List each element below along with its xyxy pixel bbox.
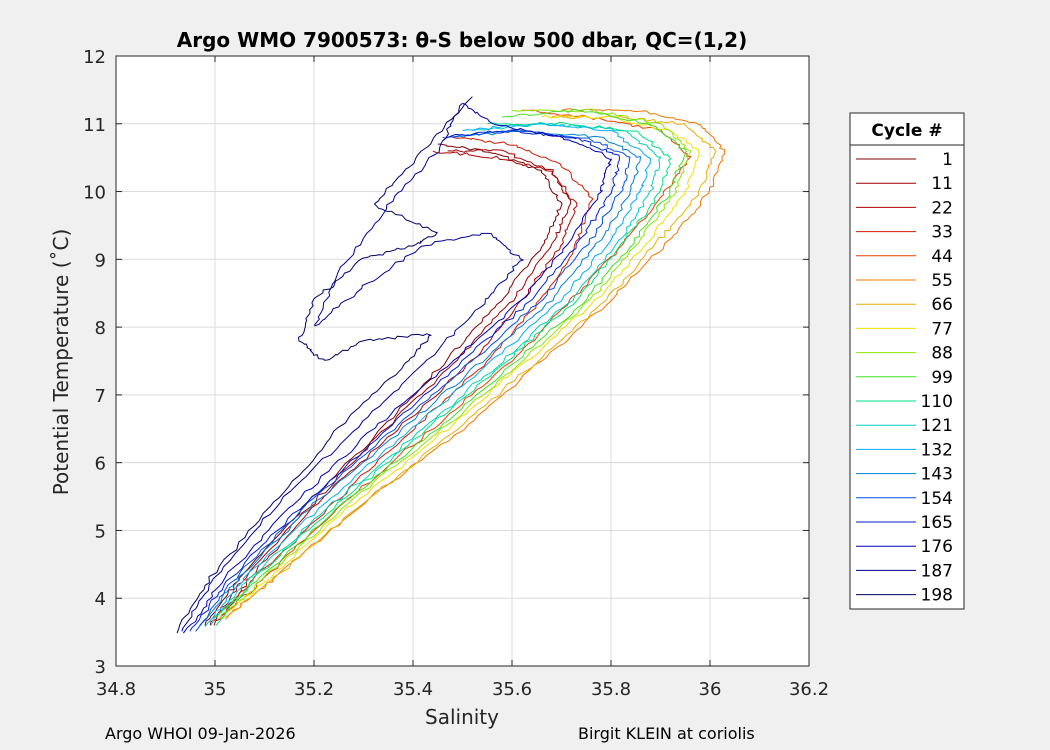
series-line-cycle-132: [204, 122, 651, 627]
y-tick-label: 11: [83, 115, 106, 136]
x-tick-label: 36: [699, 679, 722, 700]
series-line-cycle-121: [210, 123, 662, 626]
legend-label-66: 66: [931, 295, 953, 315]
series-line-cycle-66: [225, 115, 717, 618]
x-tick-label: 35: [204, 679, 227, 700]
y-tick-label: 9: [95, 250, 106, 271]
legend-label-11: 11: [931, 174, 953, 194]
y-tick-label: 10: [83, 183, 106, 204]
x-tick-label: 35.8: [591, 679, 631, 700]
series-line-cycle-77: [218, 115, 700, 619]
series-line-cycle-198: [176, 96, 473, 634]
y-tick-label: 7: [95, 386, 106, 407]
legend-label-187: 187: [921, 561, 953, 581]
x-tick-label: 35.6: [492, 679, 532, 700]
x-tick-label: 36.2: [789, 679, 829, 700]
plot-frame: [115, 55, 810, 667]
legend-label-1: 1: [942, 150, 953, 170]
series-line-cycle-154: [195, 129, 631, 632]
series-line-cycle-55: [225, 108, 726, 620]
legend-label-132: 132: [921, 440, 953, 460]
legend: Cycle # 11122334455667788991101211321431…: [849, 112, 965, 610]
x-axis-label: Salinity: [425, 705, 499, 729]
footer-left: Argo WHOI 09-Jan-2026: [105, 724, 296, 743]
legend-label-165: 165: [921, 513, 953, 533]
y-axis-label: Potential Temperature (˚C): [49, 229, 73, 496]
legend-label-88: 88: [931, 344, 953, 364]
series-line-cycle-176: [182, 102, 612, 634]
legend-label-55: 55: [931, 271, 953, 291]
legend-label-154: 154: [921, 489, 953, 509]
series-line-cycle-143: [199, 130, 641, 626]
legend-label-33: 33: [931, 223, 953, 243]
y-tick-label: 6: [95, 454, 106, 475]
legend-label-22: 22: [931, 198, 953, 218]
legend-label-110: 110: [921, 392, 953, 412]
legend-box: [849, 112, 965, 610]
series-line-cycle-33: [213, 136, 594, 619]
footer-right: Birgit KLEIN at coriolis: [578, 724, 755, 743]
legend-items: 1112233445566778899110121132143154165176…: [856, 150, 953, 606]
x-tick-label: 35.2: [294, 679, 334, 700]
series-line-cycle-165: [189, 129, 620, 632]
legend-label-77: 77: [931, 319, 953, 339]
legend-title: Cycle #: [871, 121, 942, 141]
y-tick-label: 4: [95, 589, 106, 610]
x-tick-label: 34.8: [96, 679, 136, 700]
series-line-cycle-44: [219, 109, 692, 620]
y-tick-label: 3: [95, 657, 106, 678]
x-axis-ticks: 34.8 35 35.2 35.4 35.6 35.8 36 36.2: [96, 56, 829, 700]
legend-label-198: 198: [921, 586, 953, 606]
y-tick-label: 5: [95, 521, 106, 542]
legend-label-44: 44: [931, 247, 953, 267]
x-tick-label: 35.4: [393, 679, 433, 700]
legend-label-121: 121: [921, 416, 953, 436]
series-layer: [176, 96, 726, 634]
series-line-cycle-187: [181, 103, 524, 632]
legend-label-99: 99: [931, 368, 953, 388]
chart-title: Argo WMO 7900573: θ-S below 500 dbar, QC…: [177, 28, 747, 52]
y-tick-label: 8: [95, 318, 106, 339]
plot-area: [116, 56, 809, 666]
y-tick-label: 12: [83, 47, 106, 68]
legend-label-176: 176: [921, 537, 953, 557]
legend-label-143: 143: [921, 465, 953, 485]
series-line-cycle-99: [212, 108, 687, 619]
y-axis-ticks: 3 4 5 6 7 8 9 10 11 12: [83, 47, 809, 678]
series-line-cycle-88: [220, 108, 692, 620]
